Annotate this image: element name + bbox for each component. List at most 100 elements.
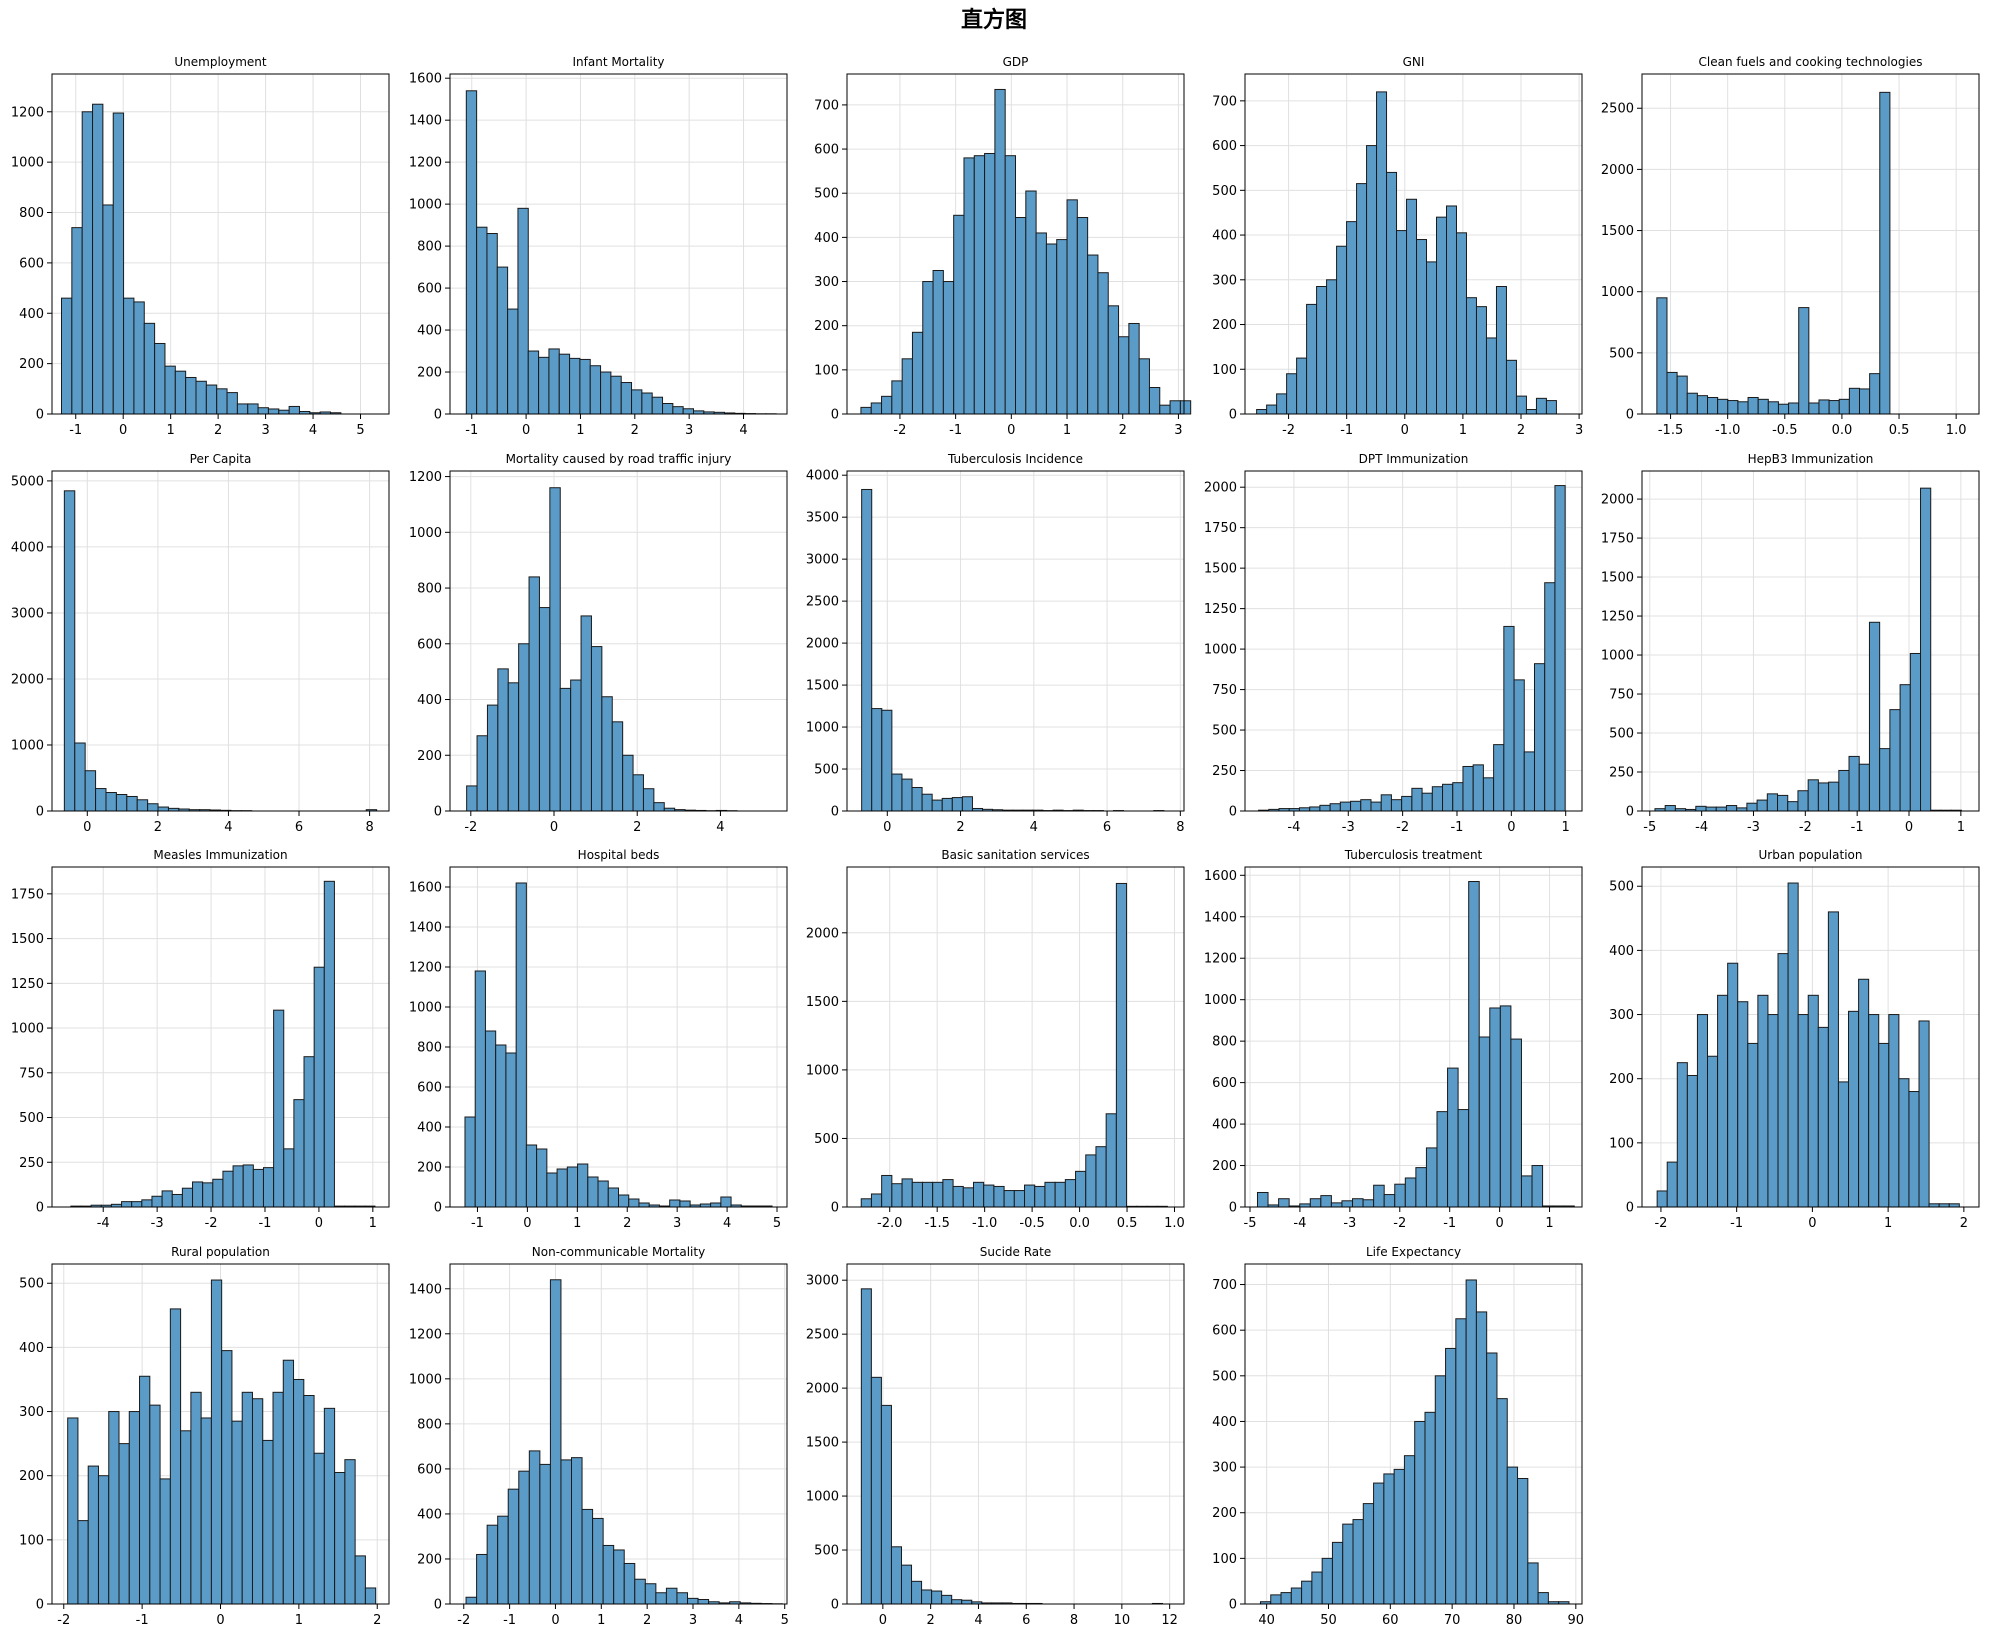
x-tick-label: 0 — [523, 1216, 531, 1231]
histogram-bar — [1807, 779, 1819, 812]
y-tick-label: 500 — [814, 763, 839, 778]
histogram-panel: -2 -1 0 1 2 0 100 200 300 400 500 Rural population — [19, 1245, 390, 1628]
histogram-bar — [1066, 199, 1078, 415]
histogram-bar — [507, 1488, 520, 1605]
y-tick-label: 0 — [36, 408, 44, 423]
histogram-bar — [1899, 684, 1911, 812]
histogram-bar — [570, 679, 582, 812]
histogram-bar — [1777, 403, 1790, 415]
histogram-bar — [1339, 801, 1352, 812]
x-tick-label: 0.0 — [1069, 1216, 1090, 1231]
y-tick-label: 1500 — [806, 679, 839, 694]
histogram-bar — [1787, 882, 1799, 1208]
x-tick-label: 6 — [1103, 820, 1111, 835]
histogram-bar — [1436, 216, 1448, 415]
histogram-bar — [1656, 297, 1668, 415]
histogram-bar — [507, 682, 520, 812]
x-tick-label: -1 — [1730, 1216, 1743, 1231]
histogram-bar — [679, 1200, 691, 1208]
histogram-bar — [922, 281, 934, 415]
y-tick-label: 0 — [1229, 805, 1237, 820]
histogram-bar — [1920, 487, 1932, 812]
histogram-bar — [1535, 397, 1547, 415]
y-tick-label: 2500 — [806, 1328, 839, 1343]
histogram-bar — [97, 1475, 110, 1605]
y-tick-label: 600 — [814, 143, 839, 158]
histogram-bar — [464, 1116, 476, 1208]
histogram-bar — [672, 406, 684, 415]
x-tick-label: -4 — [1293, 1216, 1306, 1231]
histogram-bar — [313, 1452, 325, 1605]
histogram-bar — [1506, 1466, 1519, 1605]
y-tick-label: 400 — [1609, 944, 1634, 959]
histogram-bar — [154, 342, 166, 415]
histogram-bar — [911, 1181, 923, 1208]
histogram-bar — [139, 1375, 151, 1605]
y-tick-label: 1000 — [11, 738, 44, 753]
histogram-bar — [1148, 387, 1161, 415]
x-tick-label: 1 — [1063, 423, 1071, 438]
panel-title: Infant Mortality — [572, 55, 664, 69]
histogram-bar — [1097, 272, 1109, 415]
histogram-bar — [81, 111, 94, 415]
x-tick-label: -1 — [1340, 423, 1353, 438]
x-tick-label: -2 — [205, 1216, 218, 1231]
histogram-bar — [303, 1395, 315, 1605]
histogram-bar — [941, 1594, 953, 1605]
x-tick-label: 4 — [1030, 820, 1038, 835]
x-tick-label: -4 — [1287, 820, 1300, 835]
histogram-bar — [861, 488, 873, 812]
axes-frame — [1641, 73, 1980, 415]
histogram-panel: -2 -1 0 1 2 0 100 200 300 400 500 Urban population — [1609, 848, 1980, 1231]
histogram-bar — [126, 795, 138, 812]
histogram-bar — [870, 402, 883, 415]
x-tick-label: 1 — [1884, 1216, 1892, 1231]
y-tick-label: 1200 — [409, 1327, 442, 1342]
y-tick-label: 1750 — [1204, 521, 1237, 536]
y-tick-label: 1000 — [806, 721, 839, 736]
histogram-bar — [628, 1198, 640, 1208]
y-tick-label: 250 — [1212, 764, 1237, 779]
histogram-bar — [622, 754, 634, 812]
histogram-bar — [1352, 1519, 1364, 1605]
y-tick-label: 600 — [417, 1462, 442, 1477]
x-tick-label: -1 — [136, 1613, 149, 1628]
histogram-bar — [293, 1099, 305, 1208]
y-tick-label: 0 — [1626, 805, 1634, 820]
histogram-bar — [1296, 357, 1308, 415]
histogram-bar — [484, 1030, 497, 1208]
histogram-panel: -2 -1 0 1 2 3 0 100 200 300 400 500 600 700 GNI — [1212, 55, 1583, 438]
x-tick-label: 70 — [1444, 1613, 1461, 1628]
y-tick-label: 500 — [814, 1544, 839, 1559]
histogram-bar — [232, 1165, 244, 1208]
y-tick-label: 0 — [434, 805, 442, 820]
x-tick-label: 3 — [689, 1613, 697, 1628]
x-tick-label: 4 — [735, 1613, 743, 1628]
histogram-bar — [63, 490, 76, 812]
x-tick-label: -2 — [464, 820, 477, 835]
axes-frame — [1244, 470, 1583, 812]
x-tick-label: 0 — [315, 1216, 323, 1231]
histogram-bar — [1316, 286, 1328, 415]
y-tick-label: 1000 — [806, 1490, 839, 1505]
histogram-bar — [143, 322, 156, 415]
y-tick-label: 2500 — [1601, 102, 1634, 117]
histogram-panel: -1 0 1 2 3 4 0 200 400 600 800 1000 1200 1400 1600 Infa… — [409, 55, 788, 438]
y-tick-label: 500 — [1609, 880, 1634, 895]
histogram-bar — [185, 376, 197, 415]
histogram-bar — [676, 1592, 689, 1605]
y-tick-label: 600 — [417, 1081, 442, 1096]
histogram-bar — [1918, 1020, 1930, 1208]
histogram-bar — [1656, 1190, 1668, 1208]
histogram-bar — [1447, 1067, 1459, 1208]
histogram-bar — [1396, 230, 1408, 415]
y-tick-label: 1500 — [1601, 224, 1634, 239]
panel-title: GDP — [1003, 55, 1029, 69]
histogram-bar — [515, 882, 527, 1208]
histogram-bar — [1266, 404, 1278, 415]
histogram-bar — [1455, 232, 1467, 415]
histogram-bar — [1286, 373, 1298, 415]
y-tick-label: 400 — [814, 231, 839, 246]
y-tick-label: 0 — [1626, 408, 1634, 423]
histogram-bar — [1044, 1181, 1056, 1208]
